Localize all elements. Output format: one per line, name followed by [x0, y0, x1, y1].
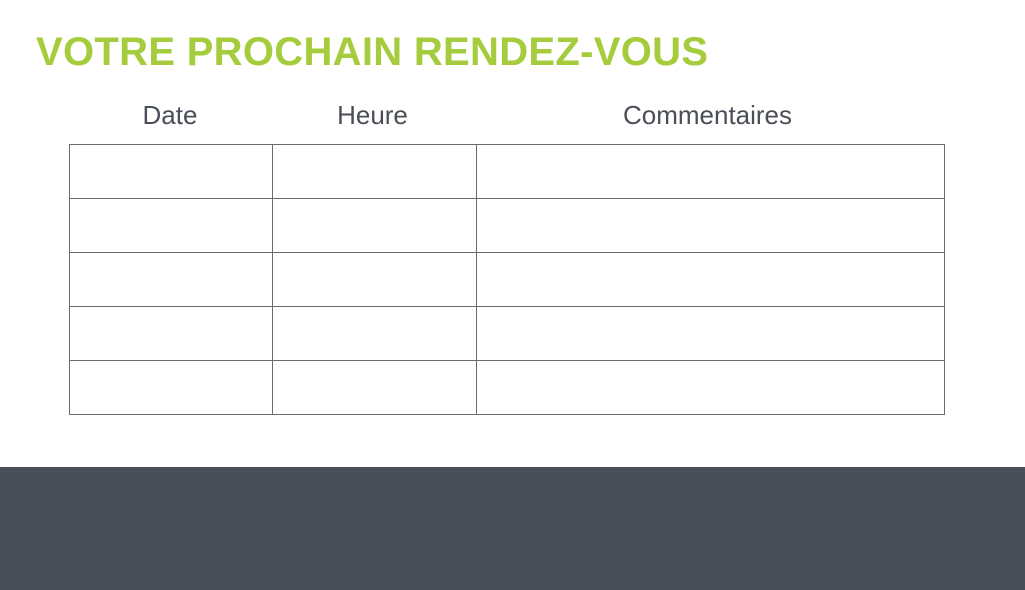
column-header-heure: Heure — [337, 100, 408, 130]
page-title: VOTRE PROCHAIN RENDEZ-VOUS — [36, 30, 709, 74]
heure-cell[interactable] — [272, 144, 477, 199]
table-row — [69, 144, 945, 199]
table-row — [69, 252, 945, 307]
column-header-commentaires: Commentaires — [622, 100, 793, 130]
column-header-date: Date — [142, 100, 198, 130]
footer-band — [0, 467, 1025, 590]
heure-cell[interactable] — [272, 306, 477, 361]
table-row — [69, 198, 945, 253]
heure-cell[interactable] — [272, 360, 477, 415]
heure-cell[interactable] — [272, 252, 477, 307]
commentaires-cell[interactable] — [476, 144, 945, 199]
date-cell[interactable] — [69, 198, 273, 253]
table-row — [69, 306, 945, 361]
table-row — [69, 360, 945, 415]
heure-cell[interactable] — [272, 198, 477, 253]
date-cell[interactable] — [69, 144, 273, 199]
commentaires-cell[interactable] — [476, 252, 945, 307]
appointment-table — [69, 144, 945, 415]
date-cell[interactable] — [69, 252, 273, 307]
commentaires-cell[interactable] — [476, 198, 945, 253]
commentaires-cell[interactable] — [476, 306, 945, 361]
date-cell[interactable] — [69, 360, 273, 415]
commentaires-cell[interactable] — [476, 360, 945, 415]
date-cell[interactable] — [69, 306, 273, 361]
